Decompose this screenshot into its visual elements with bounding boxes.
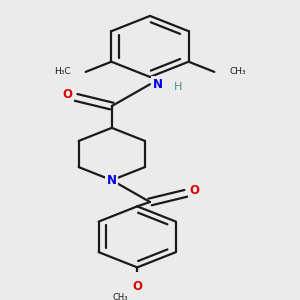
Text: H₃C: H₃C (54, 68, 71, 76)
Text: O: O (132, 280, 142, 293)
Text: O: O (190, 184, 200, 197)
Text: N: N (107, 174, 117, 187)
Text: O: O (62, 88, 72, 101)
Text: H: H (173, 82, 182, 92)
Text: CH₃: CH₃ (229, 68, 246, 76)
Text: N: N (153, 78, 163, 91)
Text: CH₃: CH₃ (112, 293, 128, 300)
